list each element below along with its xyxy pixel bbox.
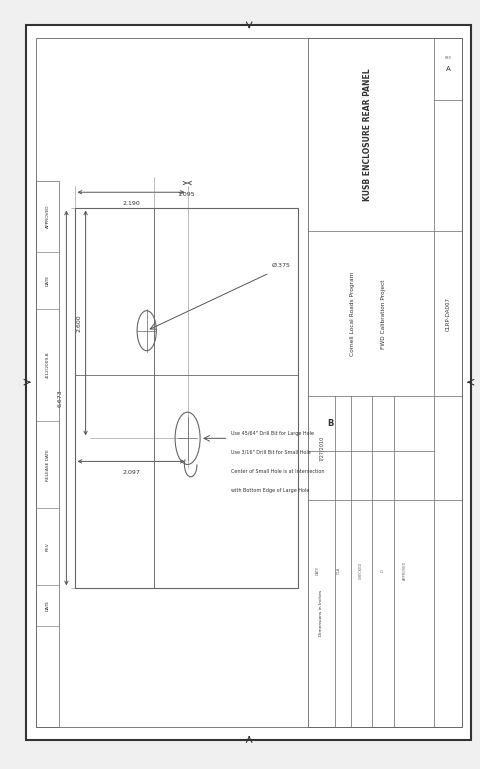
Text: B: B: [327, 419, 333, 428]
Text: Center of Small Hole is at Intersection: Center of Small Hole is at Intersection: [230, 469, 324, 474]
Text: 1.095: 1.095: [177, 192, 194, 197]
Bar: [74, 208, 298, 588]
Text: 7/27/2010: 7/27/2010: [318, 435, 323, 461]
Text: REV: REV: [46, 542, 49, 551]
Text: FWD Calibration Project: FWD Calibration Project: [380, 279, 385, 348]
Text: Dimensions in Inches: Dimensions in Inches: [319, 590, 323, 636]
Text: with Bottom Edge of Large Hole: with Bottom Edge of Large Hole: [230, 488, 309, 494]
Text: Ø.375: Ø.375: [271, 263, 290, 268]
Bar: [307, 38, 461, 727]
Bar: [36, 38, 461, 727]
Text: 4/12/2009-B: 4/12/2009-B: [46, 351, 49, 378]
Text: Cornell Local Roads Program: Cornell Local Roads Program: [349, 271, 354, 356]
Text: REV: REV: [444, 56, 451, 60]
Text: APPROVED: APPROVED: [46, 205, 49, 228]
Text: CHECKED: CHECKED: [358, 562, 362, 580]
Text: APPROVED: APPROVED: [402, 561, 406, 581]
Text: DATE: DATE: [46, 275, 49, 285]
Text: A: A: [444, 66, 449, 72]
Text: CLRP-DA007: CLRP-DA007: [444, 297, 449, 331]
Text: KUSB ENCLOSURE REAR PANEL: KUSB ENCLOSURE REAR PANEL: [362, 68, 371, 201]
Text: Use 3/16" Drill Bit for Small Hole: Use 3/16" Drill Bit for Small Hole: [230, 450, 310, 455]
Text: DATE: DATE: [46, 600, 49, 611]
Bar: [36, 181, 59, 727]
Text: DLA: DLA: [336, 568, 340, 574]
Text: DATE: DATE: [315, 566, 319, 575]
Text: 2.190: 2.190: [122, 201, 140, 206]
Text: Use 45/64" Drill Bit for Large Hole: Use 45/64" Drill Bit for Large Hole: [230, 431, 313, 436]
Text: RELEASE DATE: RELEASE DATE: [46, 448, 49, 481]
Text: 2.600: 2.600: [77, 315, 82, 331]
Text: D: D: [380, 570, 384, 572]
Text: 6.673: 6.673: [58, 389, 62, 407]
Text: 2.097: 2.097: [122, 471, 140, 475]
